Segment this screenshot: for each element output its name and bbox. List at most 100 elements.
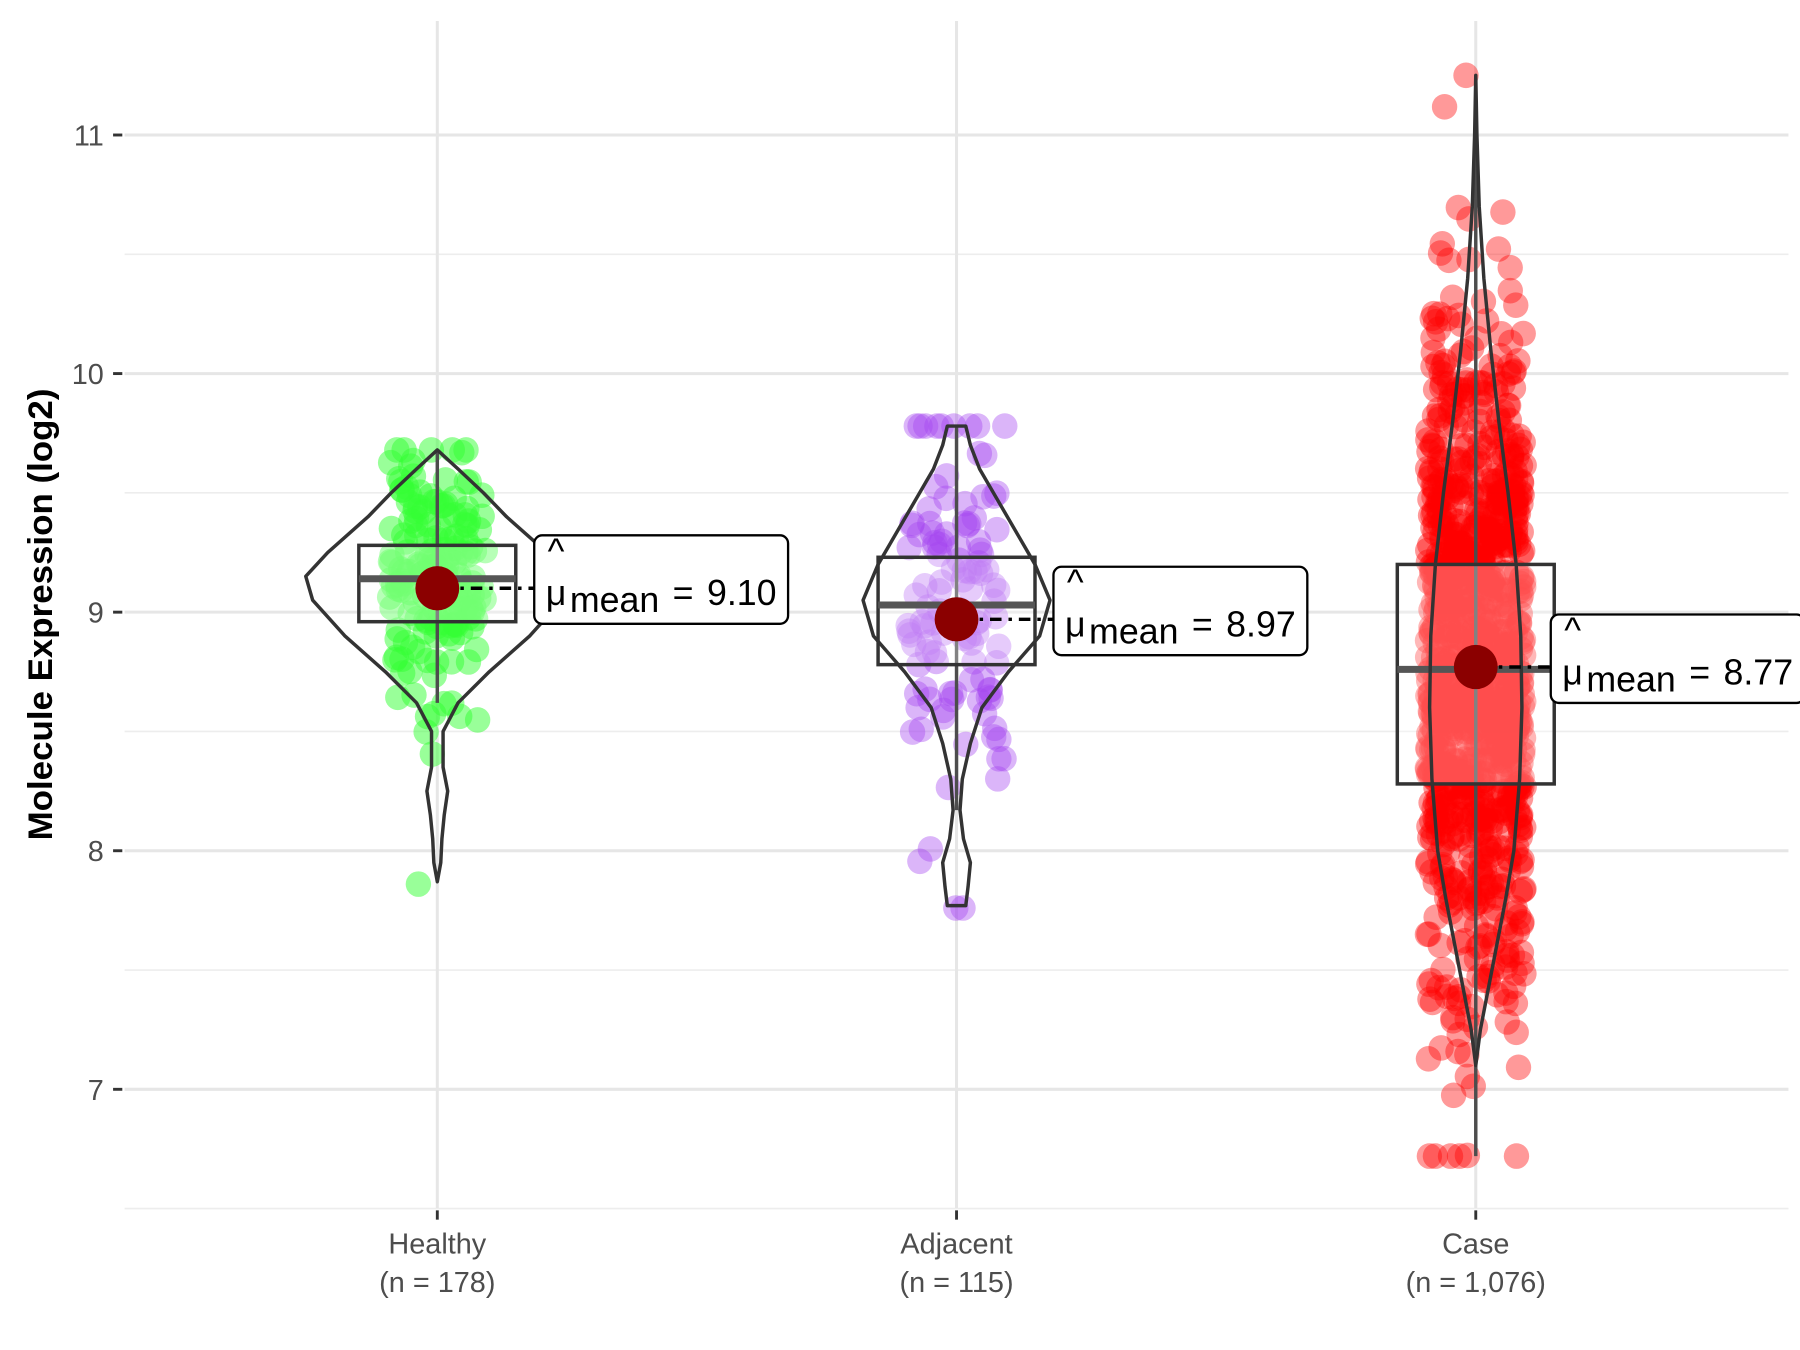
data-point	[1495, 631, 1522, 658]
data-point	[964, 413, 991, 439]
data-point	[1510, 320, 1536, 347]
data-point	[1490, 748, 1516, 774]
data-point	[1430, 739, 1457, 766]
data-point	[1486, 519, 1513, 545]
data-point	[1488, 711, 1515, 738]
data-point	[1447, 683, 1473, 710]
data-point	[1437, 398, 1463, 424]
data-point	[1473, 807, 1500, 834]
data-point	[1507, 436, 1534, 463]
data-point	[1478, 425, 1504, 451]
data-point	[1479, 835, 1506, 862]
data-point	[1414, 627, 1441, 654]
data-point	[1420, 644, 1447, 671]
data-point	[1451, 407, 1478, 433]
data-point	[1492, 680, 1518, 707]
data-point	[1435, 528, 1461, 555]
y-tick-label: 7	[88, 1075, 104, 1107]
data-point	[985, 577, 1011, 604]
data-point	[1497, 520, 1523, 546]
data-point	[1427, 750, 1453, 777]
data-point	[1438, 555, 1464, 582]
data-point	[1510, 642, 1537, 669]
data-point	[1433, 751, 1459, 777]
data-point	[1451, 774, 1478, 800]
data-point	[924, 413, 950, 439]
data-point	[1431, 595, 1457, 621]
data-point	[1493, 601, 1519, 627]
data-point	[1461, 600, 1487, 626]
data-point	[1460, 685, 1487, 711]
data-point	[1446, 821, 1472, 847]
data-point	[981, 572, 1007, 598]
data-point	[1477, 527, 1503, 554]
data-point	[1429, 230, 1455, 257]
data-point	[1448, 860, 1474, 886]
data-point	[1443, 533, 1469, 559]
data-point	[1505, 673, 1531, 700]
data-point	[1484, 423, 1511, 450]
data-point	[962, 558, 988, 585]
data-point	[1424, 793, 1451, 820]
data-point	[942, 680, 968, 706]
data-point	[1475, 497, 1502, 524]
data-point	[1423, 766, 1449, 793]
data-point	[1487, 760, 1514, 787]
data-point	[1446, 569, 1473, 595]
data-point	[1482, 502, 1508, 528]
data-point	[928, 569, 955, 595]
data-point	[1420, 473, 1446, 500]
data-point	[984, 766, 1011, 792]
data-point	[1439, 522, 1466, 549]
data-point	[981, 724, 1007, 750]
data-point	[1454, 715, 1481, 742]
data-point	[1492, 709, 1518, 735]
data-point	[1442, 593, 1469, 619]
data-point	[1435, 469, 1461, 496]
data-point	[1437, 622, 1463, 649]
data-point	[1415, 720, 1442, 747]
data-point	[1492, 796, 1518, 823]
data-point	[1459, 555, 1485, 582]
data-point	[1425, 349, 1451, 376]
data-point	[1466, 450, 1493, 477]
data-point	[1492, 800, 1518, 826]
data-point	[950, 895, 976, 921]
data-point	[1493, 751, 1519, 777]
data-point	[956, 510, 982, 537]
data-point	[1459, 548, 1485, 574]
data-point	[1454, 588, 1480, 615]
data-point	[1486, 591, 1513, 617]
data-point	[1453, 719, 1479, 745]
mean-subscript: mean	[1586, 658, 1675, 699]
data-point	[992, 413, 1018, 439]
data-point	[1486, 732, 1512, 759]
data-point	[1477, 623, 1503, 650]
data-point	[1447, 590, 1473, 617]
data-point	[1501, 358, 1527, 384]
data-point	[1498, 682, 1525, 708]
data-point	[1480, 548, 1506, 575]
data-point	[1453, 62, 1479, 89]
data-point	[1430, 702, 1456, 729]
data-point	[1448, 625, 1474, 652]
data-point	[897, 622, 923, 648]
data-point	[933, 485, 959, 512]
data-point	[1420, 433, 1446, 459]
data-point	[1460, 514, 1487, 541]
data-point	[1478, 516, 1504, 543]
data-point	[966, 440, 993, 467]
mean-symbol: μ	[1065, 603, 1086, 644]
data-point	[1479, 569, 1505, 595]
data-point	[1434, 983, 1460, 1010]
data-point	[1475, 562, 1502, 589]
data-point	[1451, 907, 1477, 933]
data-point	[1479, 569, 1506, 596]
data-point	[1454, 724, 1480, 750]
data-point	[1460, 1073, 1486, 1100]
data-point	[1490, 738, 1516, 765]
data-point	[1435, 688, 1462, 715]
data-point	[982, 603, 1009, 630]
data-point	[1502, 458, 1528, 484]
data-point	[1423, 595, 1450, 622]
